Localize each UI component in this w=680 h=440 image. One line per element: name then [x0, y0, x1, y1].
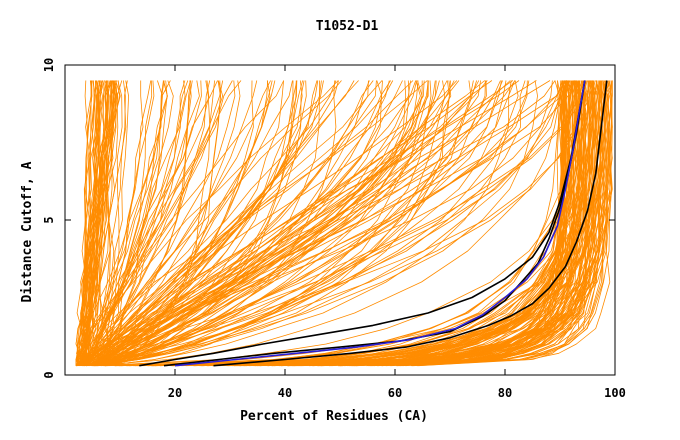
model-curve [85, 80, 114, 366]
model-curve [81, 80, 101, 366]
model-curve [92, 80, 514, 367]
model-curve [82, 80, 174, 366]
model-curve [111, 80, 383, 366]
model-curve [100, 80, 501, 367]
x-tick-label: 40 [278, 386, 292, 400]
model-curve [106, 80, 410, 367]
highlight-series-1 [139, 80, 586, 367]
model-curve [91, 80, 273, 367]
model-curve [77, 80, 551, 367]
model-curve [238, 80, 567, 367]
model-curve [82, 80, 383, 366]
model-curve [271, 80, 587, 367]
model-curve [418, 80, 591, 367]
model-curve [356, 80, 613, 367]
model-curve [85, 80, 511, 367]
model-curve [75, 80, 448, 367]
highlight-series-4 [174, 80, 586, 367]
model-curve [87, 80, 155, 366]
chart-title: T1052-D1 [316, 19, 379, 34]
y-axis: 0 5 10 [42, 58, 615, 379]
y-tick-label: 0 [42, 371, 56, 378]
x-tick-label: 60 [388, 386, 402, 400]
x-axis-label: Percent of Residues (CA) [240, 409, 428, 424]
model-curve [83, 80, 271, 367]
model-curve [317, 80, 586, 367]
model-curve [82, 80, 193, 367]
model-curve [75, 80, 537, 366]
x-tick-label: 20 [168, 386, 182, 400]
model-curve [86, 80, 507, 367]
model-curve [371, 80, 613, 367]
model-curve [287, 80, 566, 367]
model-curve [398, 80, 584, 367]
x-axis: 20 40 60 80 100 [64, 65, 626, 400]
model-curve [80, 80, 93, 366]
x-tick-label: 80 [498, 386, 512, 400]
model-curve [101, 80, 530, 367]
model-curve [381, 80, 596, 367]
model-curve [96, 80, 581, 367]
model-curve [83, 80, 110, 366]
model-curve [240, 80, 582, 367]
model-curve [76, 80, 118, 366]
model-curve [77, 80, 450, 367]
model-curve [75, 80, 241, 367]
model-curve [82, 80, 403, 367]
y-axis-label: Distance Cutoff, A [20, 161, 35, 302]
model-curve [99, 80, 486, 366]
x-tick-label: 100 [604, 386, 626, 400]
model-curve [100, 80, 339, 367]
model-curve [110, 80, 586, 367]
model-curve [107, 80, 377, 367]
model-curve [339, 80, 597, 367]
model-curve [89, 80, 575, 367]
y-tick-label: 10 [42, 58, 56, 72]
model-curve [75, 80, 115, 366]
model-curve [287, 80, 601, 367]
model-curve [94, 80, 324, 367]
model-curve [104, 80, 503, 367]
model-curve [75, 80, 109, 366]
highlight-series-3 [213, 80, 608, 367]
model-curve [385, 80, 600, 367]
model-curve [320, 80, 593, 367]
model-curve [93, 80, 307, 367]
model-curve [75, 80, 446, 367]
model-curve [99, 80, 520, 366]
model-curve [154, 80, 568, 367]
model-curve [271, 80, 613, 367]
model-curve [79, 80, 92, 366]
model-curve [89, 80, 437, 367]
model-curve [85, 80, 528, 366]
model-curve [219, 80, 568, 367]
model-curve [86, 80, 477, 367]
model-curve [90, 80, 516, 366]
model-curve [170, 80, 570, 367]
model-curve [410, 80, 565, 367]
plot-layer [75, 80, 613, 367]
y-tick-label: 5 [42, 216, 56, 223]
model-curve [147, 80, 583, 367]
model-curve [320, 80, 564, 367]
model-curve [86, 80, 164, 366]
model-curve [91, 80, 488, 367]
model-curve [85, 80, 432, 367]
model-curve [105, 80, 429, 367]
model-curve [85, 80, 414, 366]
model-curve [339, 80, 591, 367]
model-curve [95, 80, 186, 366]
model-curve [101, 80, 390, 367]
